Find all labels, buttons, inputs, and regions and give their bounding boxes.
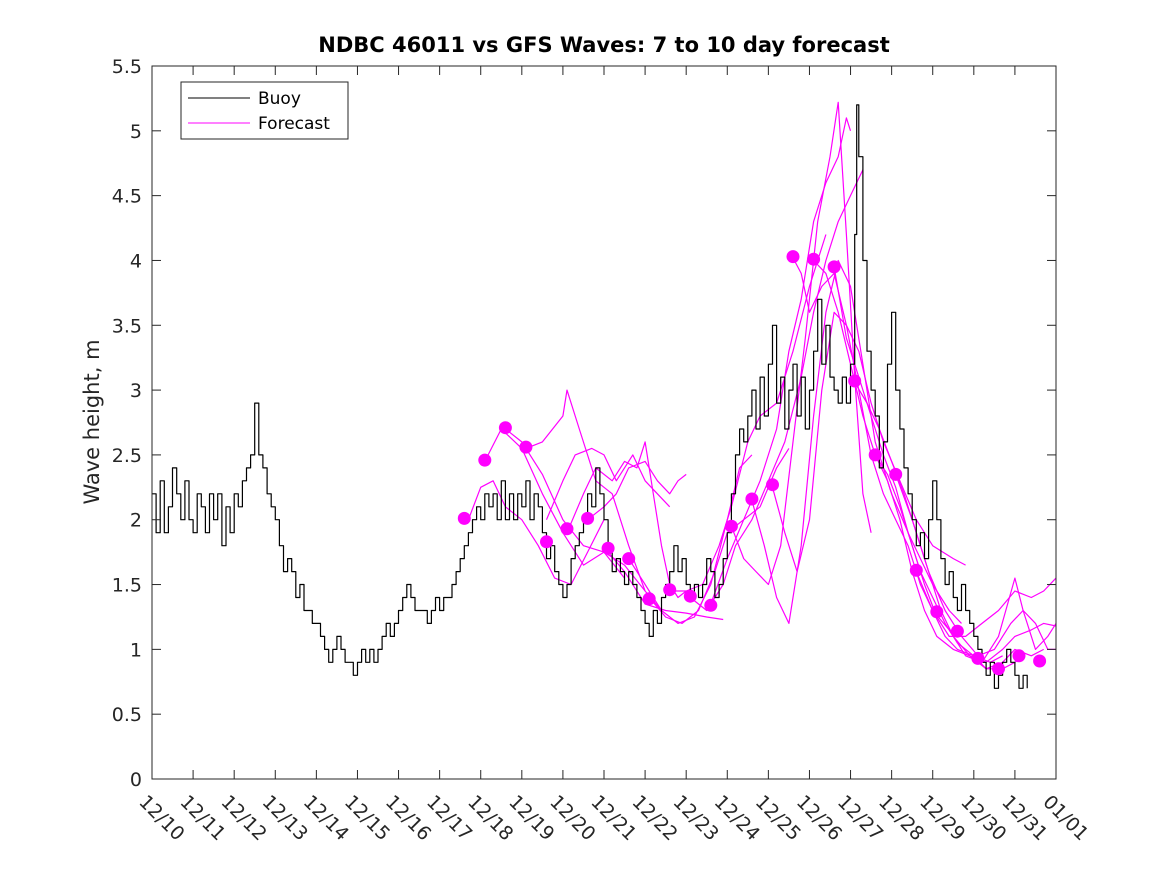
forecast-marker-27 <box>1012 649 1026 663</box>
forecast-marker-13 <box>724 519 738 533</box>
y-tick-label-10: 5 <box>130 121 142 143</box>
y-tick-label-9: 4.5 <box>112 186 142 208</box>
forecast-marker-16 <box>786 250 800 264</box>
forecast-marker-7 <box>601 541 615 555</box>
y-tick-label-6: 3 <box>130 380 142 402</box>
forecast-series-line-7 <box>587 460 687 521</box>
legend: Buoy Forecast <box>180 81 349 140</box>
forecast-marker-26 <box>992 662 1005 676</box>
y-tick-label-2: 1 <box>130 639 142 661</box>
legend-forecast-label: Forecast <box>258 114 330 134</box>
forecast-marker-15 <box>766 478 779 492</box>
y-tick-label-5: 2.5 <box>112 445 142 467</box>
forecast-series-line-5 <box>545 447 671 520</box>
y-tick-label-1: 0.5 <box>112 704 142 726</box>
y-axis-label: Wave height, m <box>80 339 104 504</box>
y-tick-label-4: 2 <box>130 510 142 532</box>
y-tick-label-11: 5.5 <box>112 56 142 78</box>
forecast-series-line-20 <box>854 381 1057 663</box>
forecast-marker-24 <box>950 624 964 638</box>
forecast-series-line-14 <box>730 101 872 586</box>
forecast-marker-6 <box>581 511 595 525</box>
marker-layer <box>457 250 1047 676</box>
forecast-marker-4 <box>540 535 553 549</box>
forecast-marker-14 <box>745 492 759 506</box>
forecast-marker-28 <box>1033 654 1047 668</box>
forecast-series-line-22 <box>895 474 1056 657</box>
y-axis: 0 0.5 1 1.5 2 2.5 3 3.5 4 4.5 5 5.5 <box>112 56 1056 791</box>
y-tick-label-0: 0 <box>130 769 142 791</box>
forecast-marker-12 <box>704 598 718 612</box>
forecast-marker-10 <box>663 583 677 597</box>
forecast-marker-20 <box>868 448 882 462</box>
forecast-marker-5 <box>560 522 574 536</box>
chart-title: NDBC 46011 vs GFS Waves: 7 to 10 day for… <box>318 33 889 57</box>
forecast-series-line-16 <box>771 311 966 573</box>
forecast-series-line-1 <box>467 480 605 586</box>
forecast-marker-23 <box>930 605 944 619</box>
forecast-series-line-17 <box>792 257 1003 663</box>
forecast-marker-19 <box>848 374 862 388</box>
y-tick-label-7: 3.5 <box>112 315 142 337</box>
forecast-series-line-4 <box>525 389 662 611</box>
forecast-marker-21 <box>889 467 903 481</box>
forecast-marker-9 <box>642 592 656 606</box>
forecast-marker-25 <box>971 651 985 665</box>
forecast-marker-0 <box>457 511 471 525</box>
forecast-series-line-15 <box>751 259 962 624</box>
legend-buoy-label: Buoy <box>258 89 301 109</box>
forecast-marker-17 <box>807 252 821 266</box>
forecast-series-line-23 <box>915 571 1057 663</box>
forecast-marker-2 <box>498 421 512 435</box>
forecast-marker-18 <box>827 260 841 274</box>
forecast-series-line-13 <box>710 117 852 605</box>
forecast-marker-1 <box>478 453 492 467</box>
buoy-series-line <box>152 104 1028 689</box>
forecast-marker-8 <box>622 552 636 566</box>
forecast-marker-11 <box>683 589 697 603</box>
forecast-marker-22 <box>909 563 923 577</box>
legend-box <box>180 81 349 140</box>
plot-area <box>152 66 1056 779</box>
forecast-marker-3 <box>519 440 533 454</box>
y-tick-label-8: 4 <box>130 250 142 272</box>
y-tick-label-3: 1.5 <box>112 575 142 597</box>
